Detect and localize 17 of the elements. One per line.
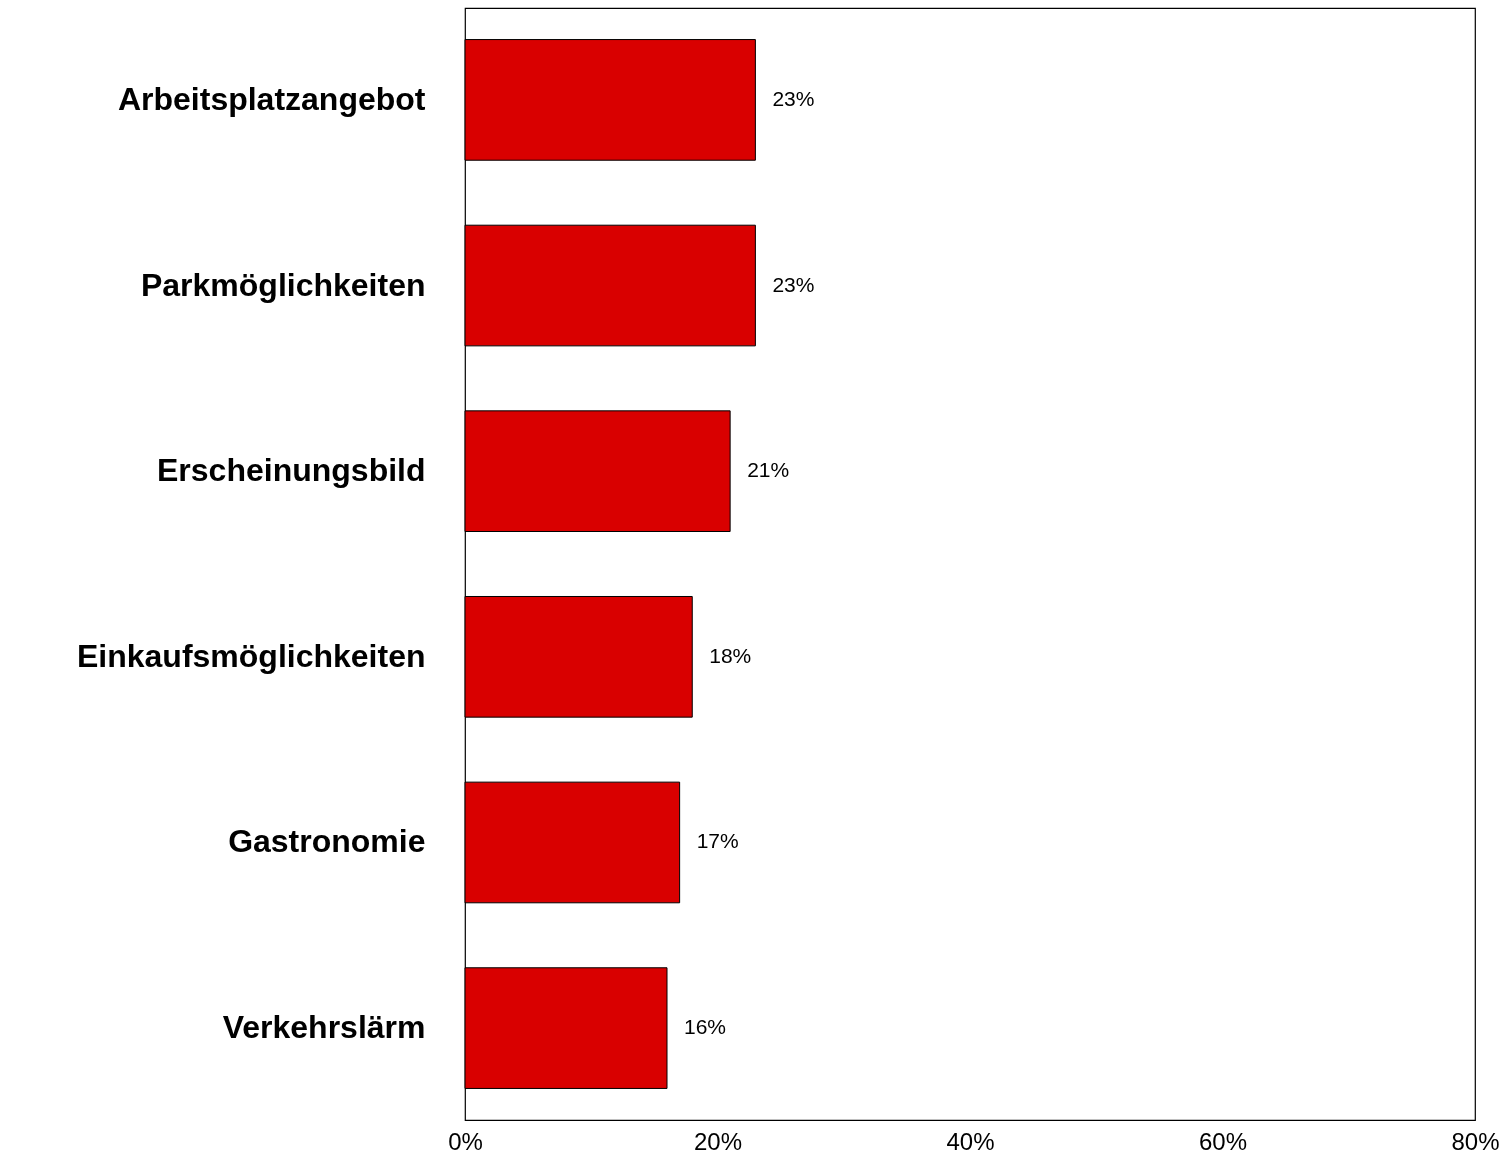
data-label: 21% (747, 458, 790, 482)
y-tick-label: Erscheinungsbild (157, 452, 426, 489)
x-tick-label: 0% (448, 1127, 483, 1155)
x-tick-label: 20% (693, 1127, 743, 1155)
data-label: 23% (772, 272, 815, 296)
x-tick-label: 40% (946, 1127, 995, 1155)
data-label: 16% (684, 1015, 727, 1039)
data-label: 17% (696, 829, 739, 853)
x-tick-label: 60% (1198, 1127, 1248, 1155)
y-tick-label: Verkehrslärm (222, 1009, 426, 1046)
y-tick-label: Parkmöglichkeiten (140, 266, 426, 303)
data-label: 18% (709, 643, 752, 667)
y-tick-label: Gastronomie (228, 823, 426, 860)
y-tick-label: Einkaufsmöglichkeiten (76, 637, 426, 674)
y-tick-label: Arbeitsplatzangebot (117, 80, 426, 117)
data-label: 23% (772, 86, 815, 110)
x-tick-label: 80% (1451, 1127, 1500, 1155)
